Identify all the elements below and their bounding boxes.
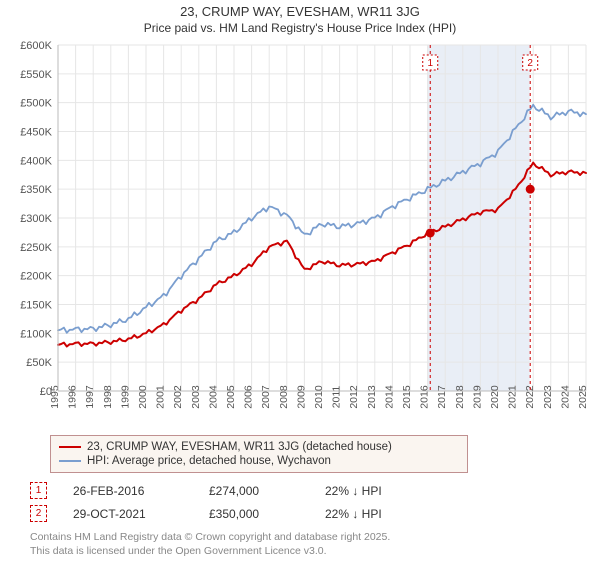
svg-text:£300K: £300K	[20, 213, 52, 225]
svg-text:2018: 2018	[454, 385, 466, 409]
svg-text:2011: 2011	[331, 386, 343, 409]
svg-text:1: 1	[427, 58, 433, 69]
footer-line: This data is licensed under the Open Gov…	[30, 545, 600, 559]
legend-label: 23, CRUMP WAY, EVESHAM, WR11 3JG (detach…	[87, 441, 392, 453]
svg-text:£600K: £600K	[20, 40, 52, 52]
svg-text:2001: 2001	[155, 385, 167, 409]
svg-text:1998: 1998	[102, 385, 114, 409]
svg-text:1996: 1996	[67, 385, 79, 409]
footer-line: Contains HM Land Registry data © Crown c…	[30, 531, 600, 545]
svg-text:2004: 2004	[207, 385, 219, 409]
sale-marker-icon: 1	[30, 482, 47, 499]
sales-table: 1 26-FEB-2016 £274,000 22% ↓ HPI 2 29-OC…	[30, 479, 600, 525]
svg-text:2002: 2002	[172, 385, 184, 409]
legend-item: HPI: Average price, detached house, Wych…	[59, 454, 459, 468]
svg-text:£550K: £550K	[20, 69, 52, 81]
svg-text:2006: 2006	[243, 385, 255, 409]
svg-text:2025: 2025	[577, 385, 589, 409]
svg-text:£400K: £400K	[20, 155, 52, 167]
svg-text:£350K: £350K	[20, 184, 52, 196]
sale-price: £350,000	[209, 507, 299, 521]
sale-marker-icon: 2	[30, 505, 47, 522]
svg-text:2012: 2012	[348, 385, 360, 409]
chart-title: 23, CRUMP WAY, EVESHAM, WR11 3JG	[0, 4, 600, 19]
svg-text:2021: 2021	[507, 385, 519, 409]
svg-text:£500K: £500K	[20, 98, 52, 110]
svg-text:2005: 2005	[225, 385, 237, 409]
svg-text:2014: 2014	[383, 385, 395, 409]
svg-text:£450K: £450K	[20, 127, 52, 139]
svg-text:1997: 1997	[84, 385, 96, 409]
legend-swatch-property	[59, 446, 81, 448]
svg-text:£50K: £50K	[26, 357, 52, 369]
legend-item: 23, CRUMP WAY, EVESHAM, WR11 3JG (detach…	[59, 440, 459, 454]
line-chart-svg: £0£50K£100K£150K£200K£250K£300K£350K£400…	[10, 39, 590, 429]
svg-text:2009: 2009	[295, 385, 307, 409]
svg-text:2016: 2016	[419, 385, 431, 409]
legend-swatch-hpi	[59, 460, 81, 462]
svg-text:2000: 2000	[137, 385, 149, 409]
svg-text:2003: 2003	[190, 385, 202, 409]
sale-price: £274,000	[209, 484, 299, 498]
sale-date: 29-OCT-2021	[73, 507, 183, 521]
svg-text:£250K: £250K	[20, 242, 52, 254]
svg-text:£200K: £200K	[20, 271, 52, 283]
sale-row: 2 29-OCT-2021 £350,000 22% ↓ HPI	[30, 502, 600, 525]
svg-text:2: 2	[527, 58, 533, 69]
svg-text:2019: 2019	[471, 385, 483, 409]
svg-text:£100K: £100K	[20, 328, 52, 340]
svg-text:2023: 2023	[542, 385, 554, 409]
chart-subtitle: Price paid vs. HM Land Registry's House …	[0, 21, 600, 35]
svg-text:2007: 2007	[260, 385, 272, 409]
chart-area: £0£50K£100K£150K£200K£250K£300K£350K£400…	[10, 39, 590, 429]
svg-text:1995: 1995	[49, 385, 61, 409]
svg-text:2013: 2013	[366, 385, 378, 409]
svg-text:£150K: £150K	[20, 300, 52, 312]
svg-text:2017: 2017	[436, 385, 448, 409]
svg-text:2010: 2010	[313, 385, 325, 409]
sale-date: 26-FEB-2016	[73, 484, 183, 498]
footer: Contains HM Land Registry data © Crown c…	[30, 531, 600, 558]
svg-text:1999: 1999	[119, 385, 131, 409]
svg-text:2020: 2020	[489, 385, 501, 409]
legend-label: HPI: Average price, detached house, Wych…	[87, 455, 331, 467]
svg-text:2015: 2015	[401, 385, 413, 409]
sale-delta: 22% ↓ HPI	[325, 484, 415, 498]
sale-row: 1 26-FEB-2016 £274,000 22% ↓ HPI	[30, 479, 600, 502]
svg-text:2024: 2024	[559, 385, 571, 409]
svg-text:2008: 2008	[278, 385, 290, 409]
legend: 23, CRUMP WAY, EVESHAM, WR11 3JG (detach…	[50, 435, 468, 473]
sale-delta: 22% ↓ HPI	[325, 507, 415, 521]
